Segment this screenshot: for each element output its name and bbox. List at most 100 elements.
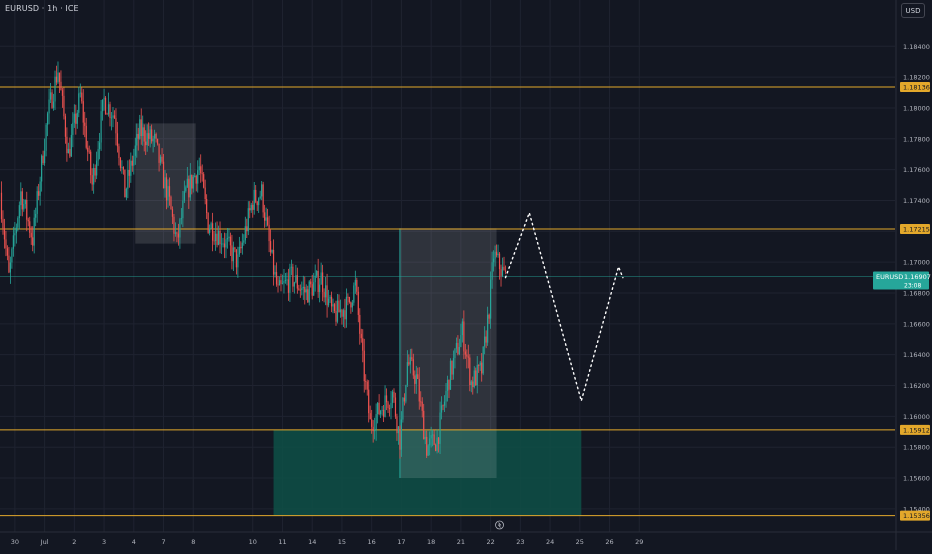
candle-body: [131, 160, 133, 166]
candle-body: [246, 226, 248, 232]
candle-body: [137, 133, 139, 139]
currency-button[interactable]: USD: [901, 3, 925, 18]
candle-body: [67, 148, 69, 154]
candle-body: [495, 251, 498, 256]
candle-body: [408, 362, 410, 365]
candle-body: [51, 92, 53, 108]
time-tick-label: Jul: [40, 538, 49, 546]
candle-body: [497, 253, 499, 256]
candle-body: [9, 262, 12, 273]
candle-body: [326, 285, 328, 306]
candle-body: [281, 283, 284, 284]
candle-body: [390, 402, 392, 409]
candle-body: [6, 248, 9, 256]
candle-body: [295, 275, 297, 283]
candle-body: [220, 243, 223, 245]
candle-body: [500, 269, 502, 276]
candle-body: [217, 230, 220, 245]
candle-body: [335, 311, 337, 322]
level-price-label: 1.15912: [903, 426, 930, 434]
candle-body: [409, 357, 411, 365]
candle-body: [307, 289, 309, 303]
candle-body: [301, 288, 303, 291]
candle-body: [152, 138, 154, 142]
time-tick-label: 30: [11, 538, 19, 546]
candle-body: [173, 216, 175, 234]
candle-body: [357, 291, 359, 315]
candle-body: [183, 191, 185, 201]
candle-body: [64, 116, 67, 137]
candle-body: [228, 236, 230, 239]
candle-body: [225, 239, 227, 248]
candle-body: [90, 151, 92, 176]
candle-body: [191, 174, 193, 189]
candle-body: [110, 117, 113, 119]
candle-body: [339, 309, 342, 313]
candle-body: [55, 76, 58, 83]
candle-body: [241, 242, 243, 249]
time-tick-label: 26: [605, 538, 613, 546]
candle-body: [458, 346, 460, 355]
candle-body: [39, 181, 41, 196]
time-tick-label: 11: [278, 538, 286, 546]
candle-body: [81, 92, 83, 102]
candle-body: [271, 249, 273, 253]
candle-body: [119, 158, 122, 168]
candle-body: [324, 285, 327, 298]
candle-body: [320, 272, 322, 285]
candle-body: [424, 436, 426, 440]
candle-body: [235, 249, 237, 268]
candle-layer: [0, 61, 507, 459]
candle-body: [128, 169, 130, 176]
candle-body: [240, 246, 242, 249]
candle-body: [487, 314, 489, 343]
candle-body: [299, 289, 301, 291]
candle-body: [104, 97, 107, 114]
candle-body: [222, 243, 224, 245]
candle-body: [5, 239, 7, 249]
candle-body: [432, 434, 434, 436]
candle-body: [283, 281, 285, 284]
candle-body: [210, 223, 212, 229]
candle-body: [492, 258, 495, 263]
candle-body: [268, 224, 270, 242]
candle-body: [440, 405, 443, 413]
candle-body: [33, 217, 35, 246]
candle-body: [75, 113, 77, 124]
candle-body: [206, 198, 208, 213]
candle-body: [155, 133, 157, 139]
candle-body: [109, 104, 111, 119]
candle-body: [429, 438, 431, 446]
candle-body: [473, 370, 475, 388]
current-price-value: 1.16907: [904, 273, 931, 281]
candle-body: [200, 166, 202, 174]
candle-body: [146, 133, 148, 146]
symbol-label: EURUSD · 1h · ICE: [5, 4, 79, 13]
candle-body: [503, 266, 505, 271]
candle-body: [58, 72, 61, 82]
candle-body: [96, 160, 98, 176]
candle-body: [265, 217, 267, 221]
candle-body: [375, 414, 377, 430]
box-layer: [135, 123, 497, 479]
candle-body: [219, 230, 221, 245]
candle-body: [457, 342, 459, 355]
candle-body: [439, 412, 441, 444]
candle-body: [259, 196, 261, 199]
candle-body: [402, 397, 404, 420]
candle-body: [296, 275, 298, 289]
candle-body: [494, 251, 496, 259]
candle-body: [27, 219, 29, 222]
candle-body: [478, 365, 480, 366]
time-tick-label: 22: [486, 538, 494, 546]
candle-body: [194, 175, 196, 177]
candle-body: [384, 395, 386, 417]
candle-body: [214, 233, 217, 242]
candle-body: [372, 426, 374, 432]
candle-body: [469, 357, 471, 386]
candle-body: [286, 279, 288, 281]
candle-body: [461, 321, 463, 336]
candle-body: [430, 435, 432, 439]
